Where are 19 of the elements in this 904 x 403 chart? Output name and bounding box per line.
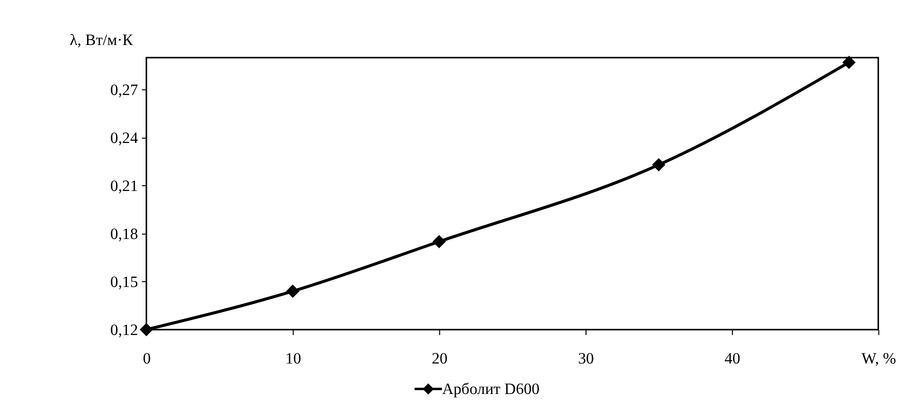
x-tick-label: W, % bbox=[862, 350, 896, 368]
y-tick-label: 0,18 bbox=[110, 226, 138, 244]
y-tick-label: 0,12 bbox=[110, 322, 138, 340]
y-tick-label: 0,21 bbox=[110, 178, 138, 196]
legend-label: Арболит D600 bbox=[442, 380, 540, 398]
point bbox=[842, 56, 856, 70]
point bbox=[286, 284, 300, 298]
x-tick-label: 10 bbox=[285, 350, 302, 368]
point bbox=[652, 158, 666, 172]
x-tick-label: 40 bbox=[724, 350, 740, 368]
x-tick-label: 30 bbox=[578, 350, 594, 368]
point bbox=[140, 322, 154, 336]
y-tick-label: 0,15 bbox=[110, 274, 138, 292]
point bbox=[432, 234, 446, 248]
x-tick-label: 20 bbox=[432, 350, 448, 368]
x-tick-label: 0 bbox=[142, 350, 151, 368]
y-tick-label: 0,27 bbox=[110, 82, 138, 100]
y-axis-title: λ, Вт/м·К bbox=[70, 32, 134, 50]
y-tick-label: 0,24 bbox=[110, 130, 138, 148]
